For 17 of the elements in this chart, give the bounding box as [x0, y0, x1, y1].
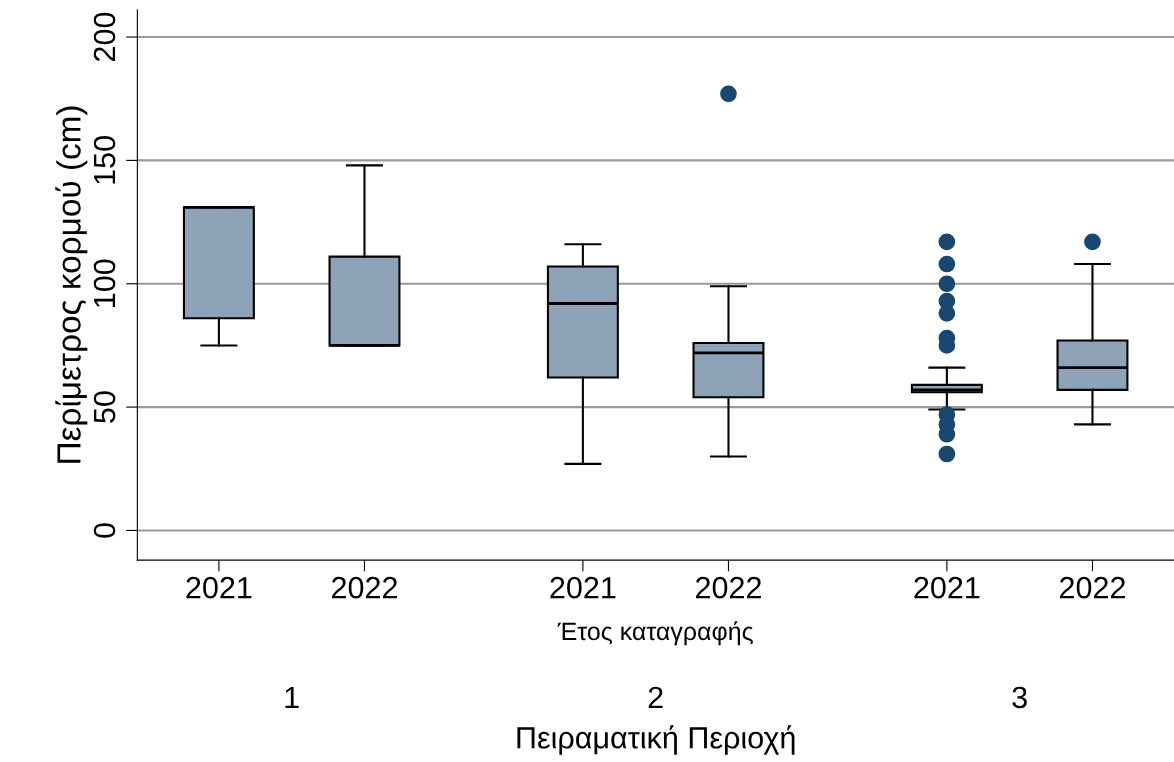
- x-tick-label: 2021: [550, 576, 616, 599]
- x-axis-title: Έτος καταγραφής: [557, 621, 753, 646]
- x-tick-label: 2021: [914, 576, 980, 599]
- y-tick-label: 200: [93, 12, 116, 61]
- y-tick-label: 100: [93, 259, 116, 307]
- y-tick-label: 50: [93, 391, 116, 423]
- x-tick-label: 2022: [1060, 576, 1125, 599]
- y-tick-label: 0: [93, 523, 116, 538]
- text: 2: [648, 686, 663, 708]
- x-tick-label: 2021: [186, 576, 252, 599]
- x-tick-label: 2022: [332, 576, 397, 599]
- text: 1: [285, 686, 299, 708]
- text: Πειραματική Περιοχή: [517, 725, 795, 755]
- y-tick-label: 150: [93, 136, 116, 184]
- y-axis-title: Περίμετρος κορμού (cm): [55, 106, 88, 463]
- text: 3: [1012, 686, 1027, 709]
- x-tick-label: 2022: [696, 576, 761, 599]
